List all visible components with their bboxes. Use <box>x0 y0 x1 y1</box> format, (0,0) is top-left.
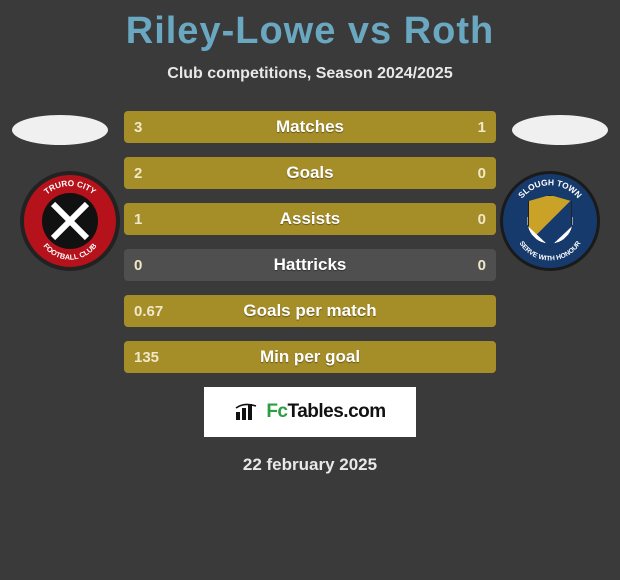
stat-value-right: 0 <box>468 203 496 235</box>
stat-label: Matches <box>124 111 496 143</box>
player-slot-right <box>512 115 608 145</box>
club-crest-left: TRURO CITY FOOTBALL CLUB <box>20 171 120 271</box>
stat-label: Hattricks <box>124 249 496 281</box>
stat-bars: 3Matches12Goals01Assists00Hattricks00.67… <box>124 111 496 373</box>
crest-inner-left <box>42 193 98 249</box>
subtitle: Club competitions, Season 2024/2025 <box>0 65 620 83</box>
comparison-panel: TRURO CITY FOOTBALL CLUB SLOUGH TOWN SER… <box>0 111 620 373</box>
stat-row: 135Min per goal <box>124 341 496 373</box>
page-title: Riley-Lowe vs Roth <box>0 0 620 53</box>
bar-chart-icon <box>234 402 260 422</box>
stat-row: 1Assists0 <box>124 203 496 235</box>
stat-value-right <box>476 295 496 327</box>
stat-label: Goals <box>124 157 496 189</box>
player-slot-left <box>12 115 108 145</box>
stat-value-right: 0 <box>468 249 496 281</box>
brand-text: FcTables.com <box>266 401 385 423</box>
stat-row: 3Matches1 <box>124 111 496 143</box>
saltire-icon <box>46 197 94 245</box>
date-text: 22 february 2025 <box>0 455 620 475</box>
stat-row: 2Goals0 <box>124 157 496 189</box>
stat-value-right: 1 <box>468 111 496 143</box>
stat-row: 0Hattricks0 <box>124 249 496 281</box>
stat-row: 0.67Goals per match <box>124 295 496 327</box>
club-crest-right: SLOUGH TOWN SERVE WITH HONOUR <box>500 171 600 271</box>
stat-value-right: 0 <box>468 157 496 189</box>
brand-box[interactable]: FcTables.com <box>204 387 416 437</box>
stat-label: Min per goal <box>124 341 496 373</box>
stat-label: Assists <box>124 203 496 235</box>
stat-label: Goals per match <box>124 295 496 327</box>
stat-value-right <box>476 341 496 373</box>
